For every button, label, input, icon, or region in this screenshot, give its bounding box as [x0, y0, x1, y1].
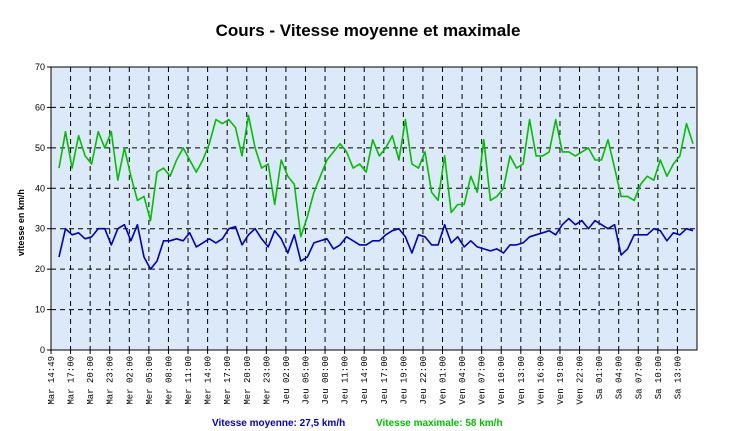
x-tick-label: Mer 17:00 [223, 356, 233, 405]
x-tick-label: Jeu 11:00 [341, 356, 351, 405]
chart-title: Cours - Vitesse moyenne et maximale [216, 21, 521, 40]
x-tick-label: Mar 23:00 [106, 356, 116, 405]
y-axis-ticks: 0 10 20 30 40 50 60 70 [35, 62, 51, 355]
x-tick-label: Sa 01:00 [595, 356, 605, 399]
y-tick-label: 20 [35, 264, 45, 274]
series-lines [58, 114, 694, 270]
x-tick-label: Ven 19:00 [556, 356, 566, 405]
x-tick-label: Ven 22:00 [576, 356, 586, 405]
x-tick-label: Mar 14:49 [47, 356, 57, 405]
x-tick-label: Jeu 19:00 [399, 356, 409, 405]
x-tick-label: Ven 01:00 [439, 356, 449, 405]
x-tick-label: Jeu 02:00 [282, 356, 292, 405]
x-tick-label: Mer 20:00 [243, 356, 253, 405]
x-tick-label: Ven 07:00 [478, 356, 488, 405]
y-tick-label: 70 [35, 62, 45, 72]
x-tick-label: Mar 17:00 [67, 356, 77, 405]
x-tick-label: Mar 20:00 [86, 356, 96, 405]
y-axis-label: vitesse en km/h [16, 189, 26, 256]
x-axis-ticks: Mar 14:49 Mar 17:00 Mar 20:00 Mar 23:00 Mer … [47, 350, 683, 405]
x-tick-label: Ven 16:00 [536, 356, 546, 405]
y-tick-label: 40 [35, 183, 45, 193]
series-line-max-speed [58, 114, 694, 238]
x-tick-label: Ven 04:00 [458, 356, 468, 405]
x-tick-label: Mer 14:00 [204, 356, 214, 405]
y-tick-label: 0 [40, 345, 45, 355]
x-tick-label: Ven 10:00 [497, 356, 507, 405]
plot-background [50, 66, 698, 351]
y-tick-label: 60 [35, 102, 45, 112]
x-tick-label: Sa 07:00 [634, 356, 644, 399]
legend-item-max-speed: Vitesse maximale: 58 km/h [376, 418, 503, 429]
y-tick-label: 50 [35, 143, 45, 153]
x-tick-label: Sa 04:00 [615, 356, 625, 399]
grid-lines [51, 67, 697, 350]
x-tick-label: Sa 13:00 [673, 356, 683, 399]
x-tick-label: Mer 08:00 [164, 356, 174, 405]
series-line-mean-speed [58, 217, 694, 270]
x-tick-label: Ven 13:00 [517, 356, 527, 405]
x-tick-label: Jeu 17:00 [380, 356, 390, 405]
x-tick-label: Jeu 22:00 [419, 356, 429, 405]
x-tick-label: Mer 02:00 [125, 356, 135, 405]
legend-item-mean-speed: Vitesse moyenne: 27,5 km/h [212, 418, 345, 429]
x-tick-label: Sa 10:00 [654, 356, 664, 399]
x-tick-label: Mer 23:00 [262, 356, 272, 405]
x-tick-label: Jeu 05:00 [301, 356, 311, 405]
x-tick-label: Jeu 14:00 [360, 356, 370, 405]
x-tick-label: Mer 05:00 [145, 356, 155, 405]
y-tick-label: 10 [35, 305, 45, 315]
x-tick-label: Mer 11:00 [184, 356, 194, 405]
x-tick-label: Jeu 08:00 [321, 356, 331, 405]
y-tick-label: 30 [35, 224, 45, 234]
